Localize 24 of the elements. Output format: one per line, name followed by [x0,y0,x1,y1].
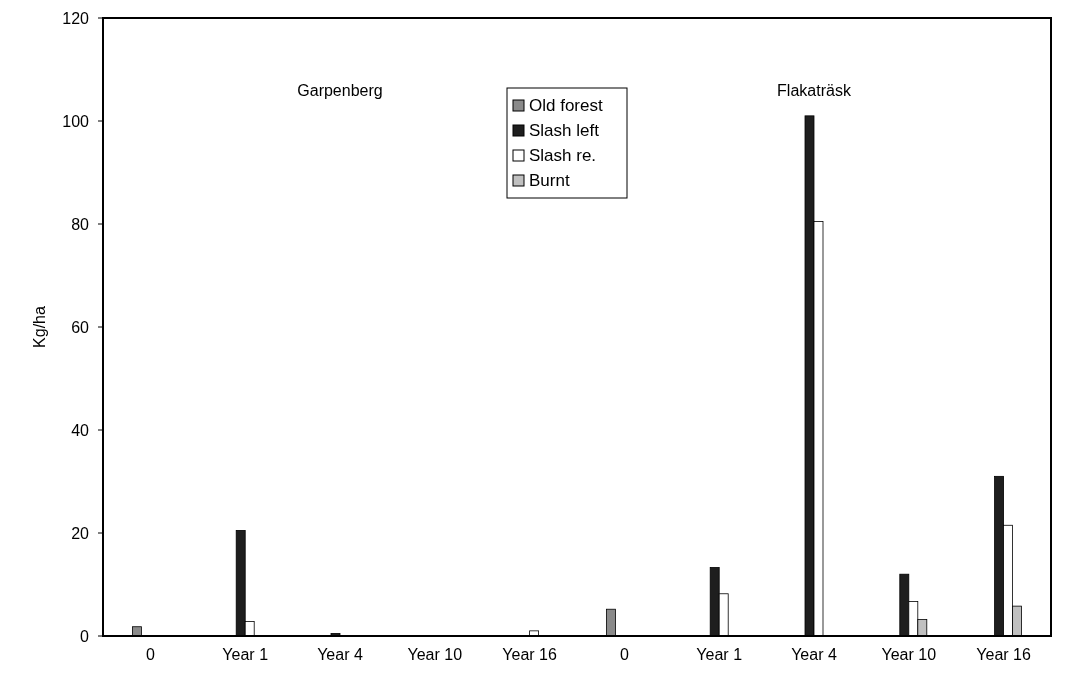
annotation: Flakaträsk [777,82,852,99]
legend-label: Burnt [529,171,570,190]
x-tick-label: Year 1 [222,646,269,663]
legend-label: Old forest [529,96,603,115]
y-tick-label: 120 [62,9,90,27]
x-tick-label: Year 16 [976,646,1031,663]
x-tick-label: Year 16 [502,646,557,663]
x-tick-label: Year 1 [696,646,743,663]
y-tick-label: 60 [71,318,90,336]
x-tick-label: Year 4 [791,646,837,663]
y-tick-label: 20 [71,524,90,542]
annotation: Garpenberg [297,82,383,99]
x-tick-label: Year 10 [407,646,463,663]
y-tick-label: 100 [62,112,90,130]
x-tick-label: 0 [619,646,629,663]
y-tick-label: 0 [80,627,90,645]
legend-label: Slash left [529,121,600,140]
y-tick-label: 40 [71,421,90,439]
legend-label: Slash re. [529,146,597,165]
x-tick-label: 0 [145,646,155,663]
x-tick-label: Year 4 [317,646,363,663]
y-axis-title: Kg/ha [31,305,48,348]
x-tick-label: Year 10 [881,646,937,663]
y-tick-label: 80 [71,215,90,233]
